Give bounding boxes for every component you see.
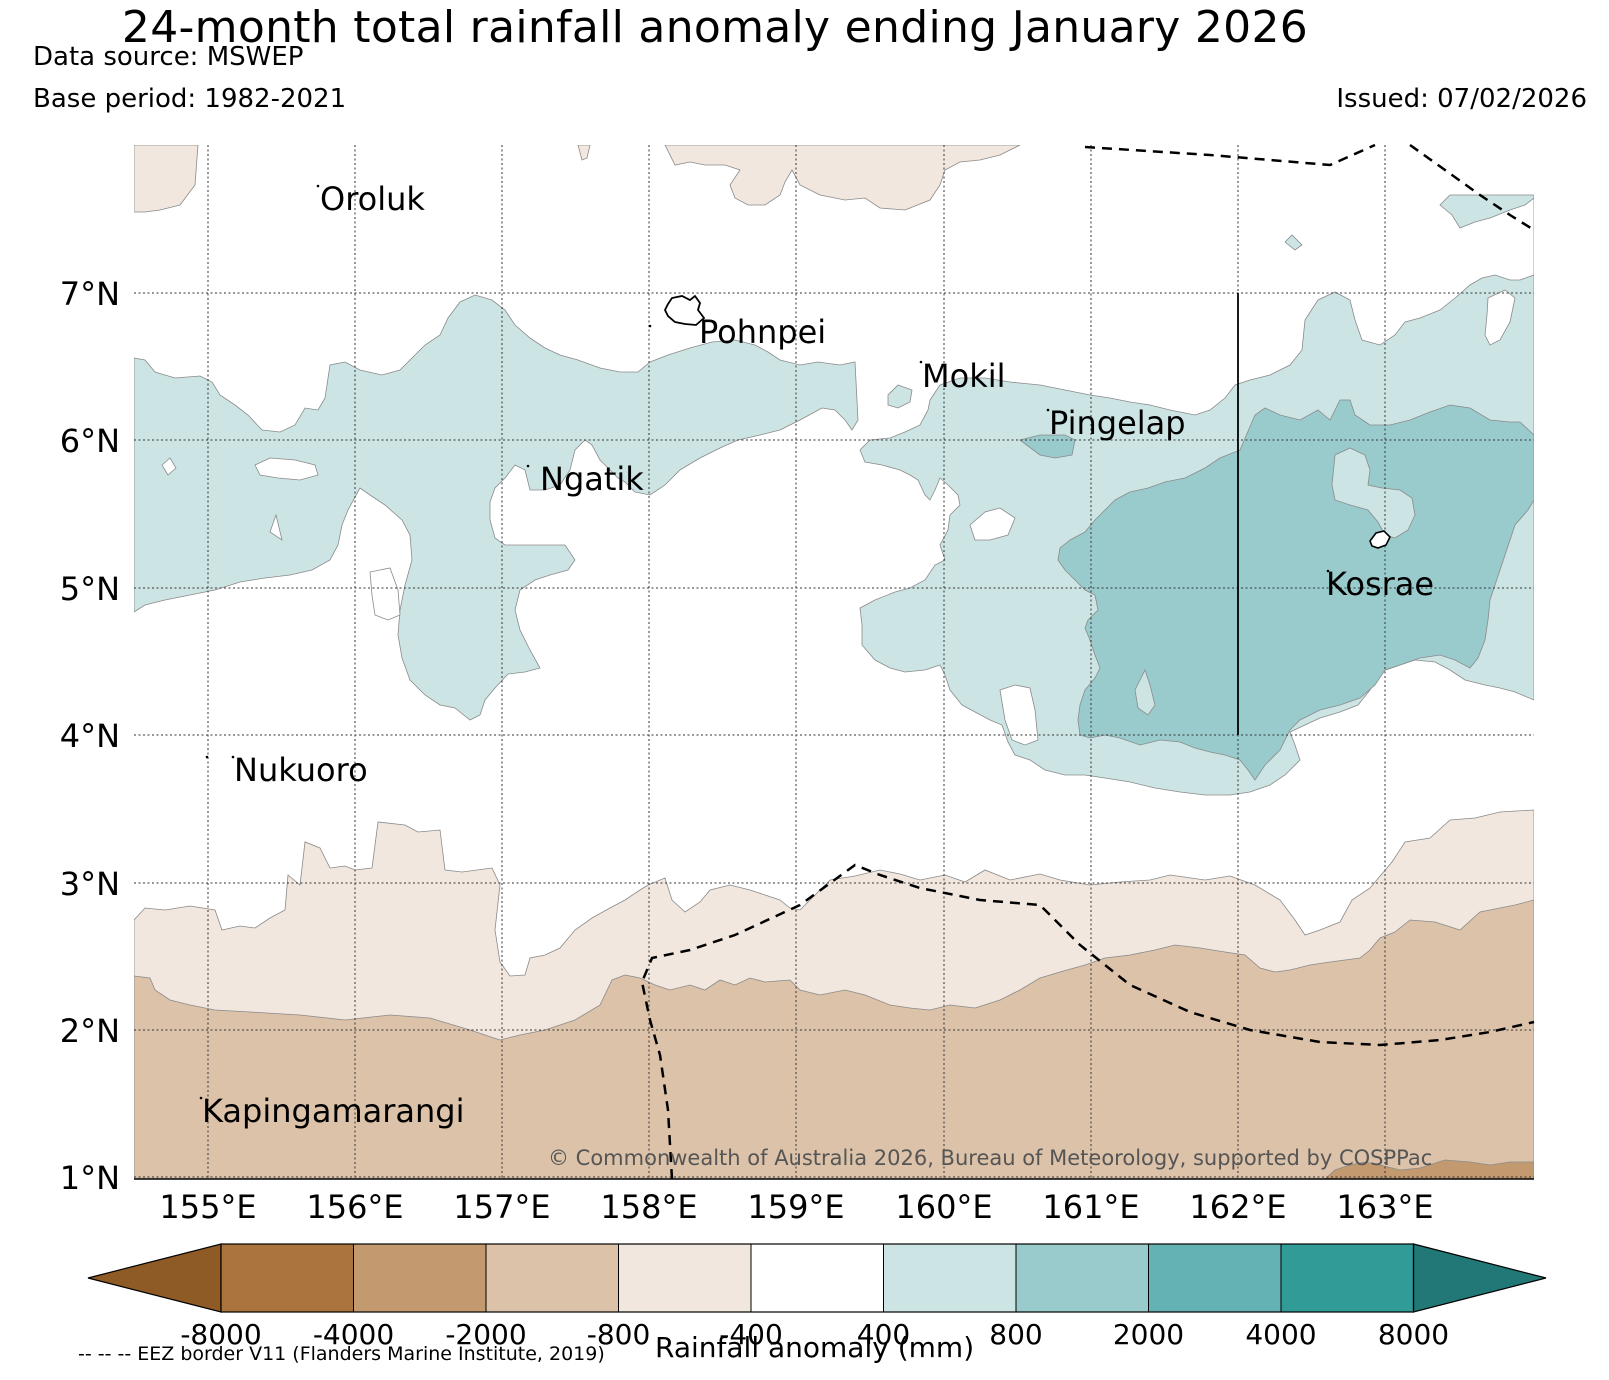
- wet-islet-mokil: [887, 384, 913, 409]
- lat-label: 1°N: [60, 1159, 120, 1197]
- colorbar: -8000 -4000 -2000 -800 -400 400 800 2000…: [87, 1243, 1547, 1351]
- colorbar-segment: [751, 1244, 884, 1312]
- wet-strong-pingelap: [1019, 434, 1076, 459]
- dry-top-left: [134, 145, 199, 213]
- wet-hole-west-4: [369, 567, 401, 621]
- wet-hole-west-1: [254, 457, 319, 481]
- colorbar-tick: -4000: [313, 1318, 394, 1351]
- latitude-axis: 7°N 6°N 5°N 4°N 3°N 2°N 1°N: [60, 275, 120, 1197]
- colorbar-segment: [1148, 1244, 1281, 1312]
- chart-title: 24-month total rainfall anomaly ending J…: [121, 2, 1309, 53]
- wet-strong-hole-2: [1134, 668, 1156, 716]
- place-oroluk: Oroluk: [320, 180, 425, 218]
- data-source-label: Data source: MSWEP: [33, 42, 304, 72]
- lat-label: 3°N: [60, 865, 120, 903]
- lat-label: 6°N: [60, 422, 120, 460]
- wet-islet-ne: [1284, 234, 1303, 251]
- place-nukuoro: Nukuoro: [234, 751, 368, 789]
- lon-label: 159°E: [747, 1188, 844, 1226]
- colorbar-segment: [883, 1244, 1016, 1312]
- colorbar-extend-low: [87, 1243, 222, 1313]
- kosrae-island-outline: [1369, 530, 1391, 549]
- eez-border-note: -- -- -- EEZ border V11 (Flanders Marine…: [78, 1343, 605, 1365]
- colorbar-tick: 800: [989, 1318, 1042, 1351]
- colorbar-tick: 4000: [1245, 1318, 1316, 1351]
- lat-label: 7°N: [60, 275, 120, 313]
- wet-hole-east-1: [969, 507, 1016, 541]
- colorbar-tick: 400: [857, 1318, 910, 1351]
- lon-label: 157°E: [453, 1188, 550, 1226]
- lat-label: 5°N: [60, 570, 120, 608]
- wet-strong-hole-1: [1331, 447, 1416, 539]
- colorbar-tick: -2000: [445, 1318, 526, 1351]
- dry-top-middle: [664, 145, 1021, 211]
- pohnpei-island-outline: [663, 294, 706, 326]
- lon-label: 158°E: [600, 1188, 697, 1226]
- base-period-label: Base period: 1982-2021: [33, 84, 347, 114]
- lon-label: 160°E: [895, 1188, 992, 1226]
- copyright-notice: © Commonwealth of Australia 2026, Bureau…: [548, 1146, 1432, 1170]
- colorbar-unit-label: Rainfall anomaly (mm): [655, 1331, 975, 1364]
- wet-hole-west-2: [161, 457, 177, 476]
- lon-label: 162°E: [1189, 1188, 1286, 1226]
- colorbar-tick: -400: [719, 1318, 783, 1351]
- lon-label: 156°E: [306, 1188, 403, 1226]
- colorbar-tick: 8000: [1378, 1318, 1449, 1351]
- lon-label: 163°E: [1336, 1188, 1433, 1226]
- wet-band-strong: [1057, 399, 1534, 781]
- colorbar-tick: -800: [587, 1318, 651, 1351]
- colorbar-segment: [1281, 1244, 1414, 1312]
- longitude-axis: 155°E 156°E 157°E 158°E 159°E 160°E 161°…: [159, 1188, 1433, 1226]
- lon-label: 155°E: [159, 1188, 256, 1226]
- lat-label: 4°N: [60, 717, 120, 755]
- wet-hole-west-3: [269, 513, 283, 541]
- colorbar-frame: [220, 1243, 1415, 1313]
- wet-band-west: [134, 294, 859, 721]
- place-kapingamarangi: Kapingamarangi: [202, 1092, 464, 1130]
- colorbar-segment: [1016, 1244, 1149, 1312]
- place-mokil: Mokil: [922, 357, 1006, 395]
- place-kosrae: Kosrae: [1326, 565, 1434, 603]
- issued-date-label: Issued: 07/02/2026: [1336, 84, 1587, 114]
- colorbar-segment: [221, 1244, 354, 1312]
- island-markers: [199, 184, 1330, 1100]
- dry-band-strong: [1324, 1159, 1534, 1179]
- colorbar-extend-high: [1412, 1243, 1547, 1313]
- place-ngatik: Ngatik: [540, 460, 644, 498]
- colorbar-tick: -8000: [180, 1318, 261, 1351]
- colorbar-tick: 2000: [1113, 1318, 1184, 1351]
- colorbar-segment: [353, 1244, 486, 1312]
- wet-hole-east-2: [999, 684, 1039, 746]
- place-pohnpei: Pohnpei: [699, 313, 826, 351]
- dry-top-speck: [577, 145, 591, 161]
- colorbar-segment: [486, 1244, 619, 1312]
- place-pingelap: Pingelap: [1049, 404, 1186, 442]
- lon-label: 161°E: [1042, 1188, 1139, 1226]
- lat-label: 2°N: [60, 1012, 120, 1050]
- dry-band-medium: [134, 899, 1534, 1179]
- anomaly-fields: [134, 145, 1534, 1179]
- colorbar-segment: [618, 1244, 751, 1312]
- eez-border: [640, 143, 1535, 1180]
